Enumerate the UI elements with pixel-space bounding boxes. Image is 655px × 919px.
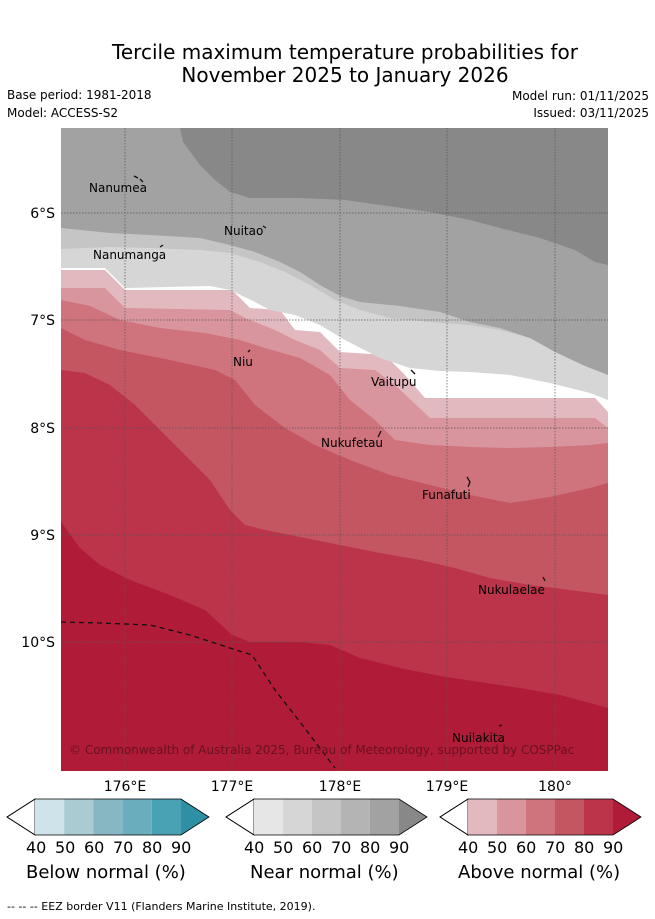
eez-border bbox=[61, 621, 336, 769]
model-run: Model run: 01/11/2025 bbox=[511, 89, 649, 103]
tick-below-50: 50 bbox=[55, 838, 76, 857]
lat-6s: 6°S bbox=[30, 206, 55, 222]
swatch-near-70 bbox=[341, 799, 370, 835]
island-nuitao bbox=[262, 225, 267, 229]
model-name: Model: ACCESS-S2 bbox=[7, 106, 119, 120]
swatch-below-70 bbox=[122, 799, 152, 835]
tick-below-70: 70 bbox=[113, 838, 134, 857]
base-period: Base period: 1981-2018 bbox=[7, 88, 152, 102]
lon-176e: 176°E bbox=[104, 779, 147, 795]
tick-near-80: 80 bbox=[360, 838, 381, 857]
tick-near-60: 60 bbox=[302, 838, 323, 857]
label-nukulaelae: Nukulaelae bbox=[478, 583, 545, 597]
swatch-near-40 bbox=[254, 799, 283, 835]
colorbar-above bbox=[439, 798, 642, 836]
island-nanumea bbox=[133, 175, 144, 183]
lon-177e: 177°E bbox=[211, 779, 254, 795]
colorbar-label-near: Near normal (%) bbox=[250, 862, 399, 883]
island-vaitupu bbox=[410, 369, 416, 375]
swatch-above-70 bbox=[555, 799, 584, 835]
swatch-below-60 bbox=[93, 799, 123, 835]
label-nuilakita: Nuilakita bbox=[452, 731, 505, 745]
swatch-near-50 bbox=[283, 799, 312, 835]
swatch-below-90 bbox=[181, 799, 209, 835]
swatch-near-80 bbox=[370, 799, 399, 835]
graticule bbox=[61, 128, 608, 771]
title-line-1: Tercile maximum temperature probabilitie… bbox=[112, 40, 578, 64]
swatch-near-60 bbox=[312, 799, 341, 835]
lat-8s: 8°S bbox=[30, 421, 55, 437]
colorbar-label-above: Above normal (%) bbox=[458, 862, 621, 883]
label-vaitupu: Vaitupu bbox=[371, 375, 417, 389]
label-nuitao: Nuitao bbox=[224, 224, 263, 238]
tick-below-60: 60 bbox=[84, 838, 105, 857]
band-near-80 bbox=[180, 128, 608, 265]
colorbar-near bbox=[225, 798, 428, 836]
island-nanumanga bbox=[159, 244, 164, 248]
swatch-above-90 bbox=[613, 799, 641, 835]
label-funafuti: Funafuti bbox=[422, 488, 471, 502]
colorbar-below bbox=[6, 798, 210, 836]
label-nanumea: Nanumea bbox=[89, 181, 147, 195]
swatch-above-80 bbox=[584, 799, 613, 835]
swatch-below-80 bbox=[151, 799, 181, 835]
title-line-2: November 2025 to January 2026 bbox=[181, 63, 509, 87]
lon-axis: 176°E 177°E 178°E 179°E 180° bbox=[104, 779, 572, 795]
island-nukufetau bbox=[377, 430, 382, 438]
eez-legend-note: -- -- -- EEZ border V11 (Flanders Marine… bbox=[7, 900, 316, 913]
colorbar-label-below: Below normal (%) bbox=[26, 862, 186, 883]
tick-above-70: 70 bbox=[545, 838, 566, 857]
tick-above-40: 40 bbox=[458, 838, 479, 857]
tick-above-60: 60 bbox=[516, 838, 537, 857]
label-nanumanga: Nanumanga bbox=[93, 248, 166, 262]
place-labels: Nanumea Nuitao Nanumanga Niu Vaitupu Nuk… bbox=[89, 181, 545, 745]
lon-180: 180° bbox=[538, 779, 572, 795]
swatch-below-50 bbox=[64, 799, 94, 835]
lon-179e: 179°E bbox=[426, 779, 469, 795]
islands bbox=[133, 175, 546, 727]
map-area: Nanumea Nuitao Nanumanga Niu Vaitupu Nuk… bbox=[61, 128, 608, 771]
lat-9s: 9°S bbox=[30, 528, 55, 544]
lat-7s: 7°S bbox=[30, 313, 55, 329]
tick-below-90: 90 bbox=[171, 838, 192, 857]
map-title: Tercile maximum temperature probabilitie… bbox=[0, 41, 655, 87]
copyright-note: © Commonwealth of Australia 2025, Bureau… bbox=[69, 743, 574, 757]
swatch-above-40 bbox=[468, 799, 497, 835]
island-nukulaelae bbox=[542, 576, 546, 582]
lat-10s: 10°S bbox=[21, 635, 55, 651]
tick-above-50: 50 bbox=[487, 838, 508, 857]
tick-above-90: 90 bbox=[603, 838, 624, 857]
tick-above-80: 80 bbox=[574, 838, 595, 857]
island-funafuti bbox=[466, 476, 471, 488]
swatch-above-60 bbox=[526, 799, 555, 835]
issued-date: Issued: 03/11/2025 bbox=[533, 106, 649, 120]
tick-near-70: 70 bbox=[331, 838, 352, 857]
swatch-below-40 bbox=[35, 799, 65, 835]
tick-near-90: 90 bbox=[389, 838, 410, 857]
lon-178e: 178°E bbox=[319, 779, 362, 795]
swatch-near-90 bbox=[399, 799, 427, 835]
swatch-above-50 bbox=[497, 799, 526, 835]
label-nukufetau: Nukufetau bbox=[321, 436, 383, 450]
tick-below-80: 80 bbox=[142, 838, 163, 857]
lat-axis: 6°S 7°S 8°S 9°S 10°S bbox=[21, 206, 55, 651]
tick-below-40: 40 bbox=[26, 838, 47, 857]
island-nuilakita bbox=[498, 724, 503, 727]
island-niu bbox=[247, 349, 251, 353]
tick-near-50: 50 bbox=[273, 838, 294, 857]
tick-near-40: 40 bbox=[244, 838, 265, 857]
label-niu: Niu bbox=[233, 355, 253, 369]
